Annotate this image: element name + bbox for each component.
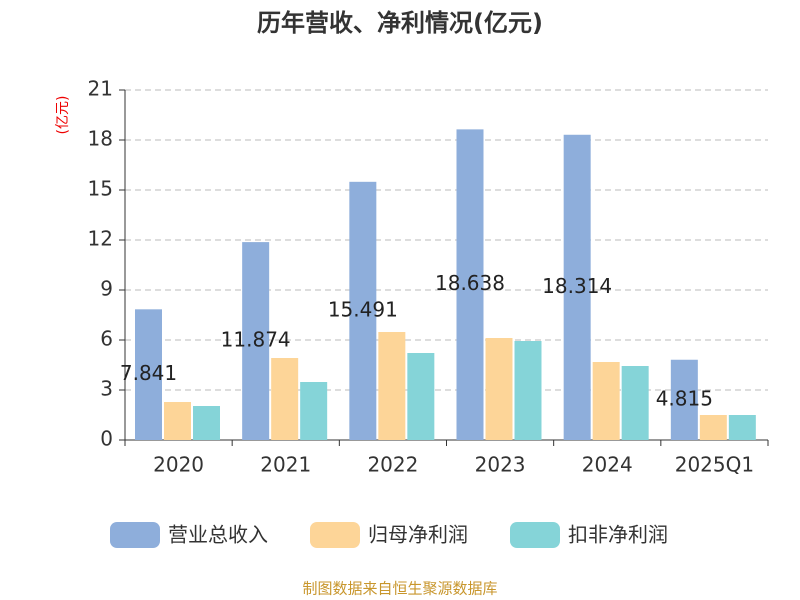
bar (349, 181, 377, 441)
legend-swatch (310, 522, 360, 548)
y-tick-label: 15 (88, 177, 113, 201)
bar (670, 359, 698, 440)
bar (242, 242, 270, 440)
bar (728, 415, 756, 440)
bar (193, 406, 220, 440)
y-tick-label: 3 (100, 377, 113, 401)
bar (456, 129, 484, 440)
bar (621, 366, 649, 440)
bar (485, 338, 513, 440)
data-label: 18.314 (542, 274, 612, 298)
y-tick-label: 21 (88, 77, 113, 101)
x-tick-label: 2022 (367, 453, 418, 477)
bar (592, 362, 620, 440)
x-tick-label: 2021 (260, 453, 311, 477)
legend-swatch (110, 522, 160, 548)
y-tick-label: 6 (100, 327, 113, 351)
data-label: 15.491 (328, 297, 398, 321)
data-label: 4.815 (656, 386, 713, 410)
data-label: 7.841 (120, 361, 177, 385)
data-label: 11.874 (221, 328, 291, 352)
bar (378, 332, 406, 440)
legend-label: 扣非净利润 (568, 523, 668, 547)
x-tick-label: 2025Q1 (675, 453, 754, 477)
y-axis-label: (亿元) (55, 96, 71, 135)
x-tick-label: 2020 (153, 453, 204, 477)
bar (135, 309, 162, 440)
y-tick-label: 12 (88, 227, 113, 251)
y-tick-label: 18 (88, 127, 113, 151)
data-label: 18.638 (435, 271, 505, 295)
bar (563, 134, 591, 440)
bar (514, 341, 542, 440)
bar (407, 353, 435, 440)
bar (164, 402, 191, 440)
y-tick-label: 9 (100, 277, 113, 301)
x-tick-label: 2024 (582, 453, 633, 477)
source: 制图数据来自恒生聚源数据库 (302, 580, 497, 598)
bar (300, 382, 328, 440)
legend-label: 归母净利润 (368, 523, 468, 547)
y-tick-label: 0 (100, 427, 113, 451)
x-tick-label: 2023 (475, 453, 526, 477)
bar (699, 415, 727, 440)
chart-title: 历年营收、净利情况(亿元) (257, 9, 543, 37)
legend-label: 营业总收入 (168, 523, 268, 547)
bar (271, 358, 299, 440)
legend-swatch (510, 522, 560, 548)
